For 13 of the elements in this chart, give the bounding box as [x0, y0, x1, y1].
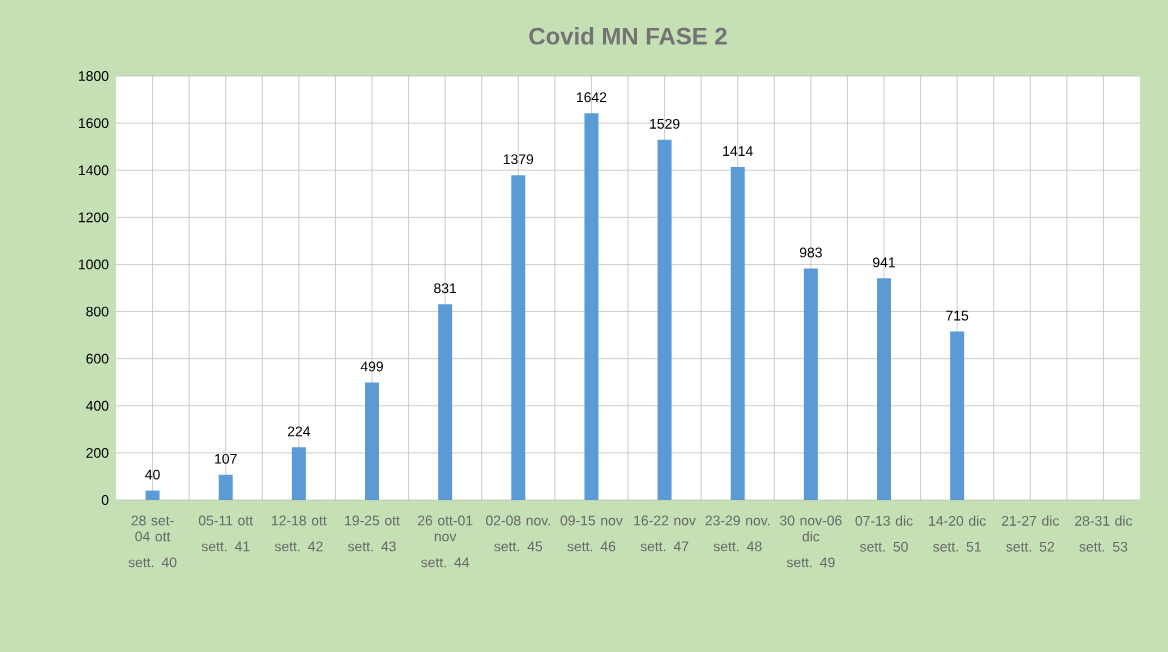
bar	[145, 490, 160, 500]
bar	[438, 304, 453, 500]
bar	[803, 268, 818, 500]
bar	[511, 175, 526, 500]
bar	[218, 474, 233, 500]
bar	[657, 139, 672, 500]
bar	[877, 278, 892, 500]
bar	[365, 382, 379, 500]
bar	[291, 447, 306, 500]
chart-title: Covid MN FASE 2	[529, 27, 727, 45]
bar	[950, 331, 965, 500]
bar	[584, 113, 599, 500]
bar	[730, 166, 745, 500]
